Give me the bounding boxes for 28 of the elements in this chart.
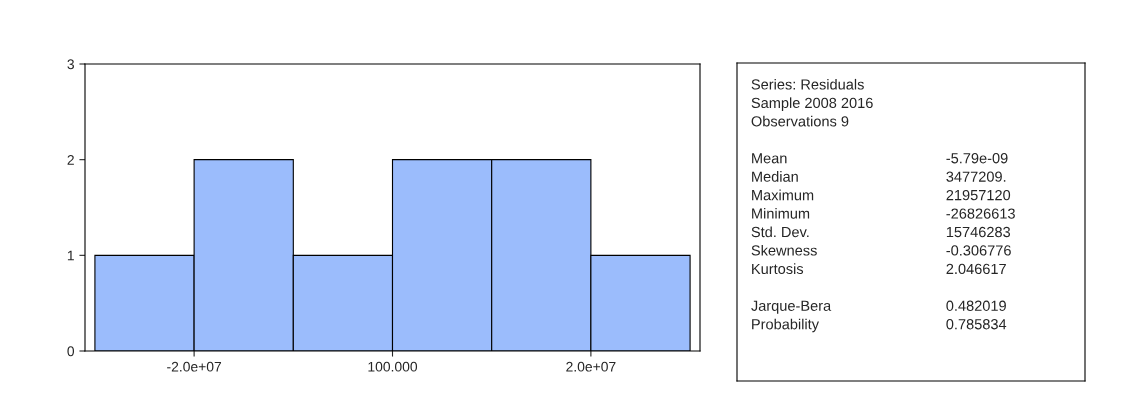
y-tick-label: 0	[67, 346, 75, 357]
text: Minimum	[752, 208, 810, 219]
text: Median	[752, 171, 798, 182]
text: 3477209.	[946, 171, 1006, 182]
text: 21957120	[946, 189, 1011, 201]
x-tick-label: 100.000	[368, 361, 418, 372]
text: Skewness	[751, 244, 817, 256]
text: 2.046617	[946, 263, 1006, 275]
text: Series: Residuals	[751, 78, 864, 90]
text: Kurtosis	[752, 263, 804, 275]
y-tick-label: 3	[67, 59, 74, 70]
x-tick-label: 2.0e+07	[566, 361, 616, 372]
x-tick-label: -2.0e+07	[167, 361, 222, 372]
text: -0.306776	[946, 245, 1011, 256]
text: 0.482019	[946, 300, 1006, 311]
text: Maximum	[752, 189, 814, 201]
text: -5.79e-09	[946, 153, 1008, 164]
text: Jarque-Bera	[751, 300, 832, 314]
text: 0.785834	[946, 319, 1007, 330]
text: Mean	[752, 153, 787, 164]
text: 15746283	[946, 226, 1011, 238]
text: Probability	[752, 318, 819, 333]
text: Sample 2008 2016	[751, 97, 873, 111]
text: -26826613	[946, 208, 1015, 219]
y-tick-label: 2	[67, 155, 74, 165]
text: Observations 9	[751, 115, 849, 127]
y-tick-label: 1	[67, 250, 74, 261]
text: Std. Dev.	[751, 226, 809, 238]
